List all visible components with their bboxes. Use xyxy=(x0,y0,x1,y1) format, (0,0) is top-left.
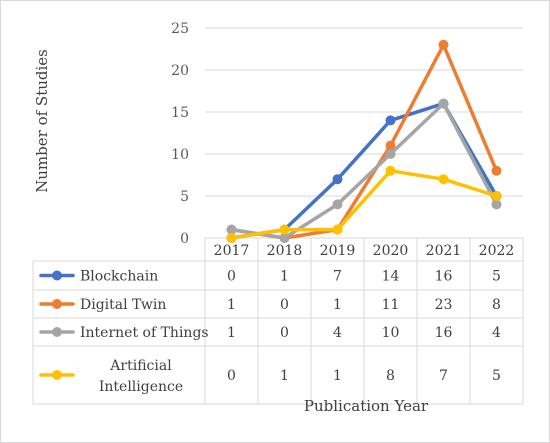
data-point xyxy=(332,224,343,235)
data-cell: 14 xyxy=(382,269,400,285)
category-label: 2018 xyxy=(267,243,303,259)
data-point xyxy=(279,233,290,243)
data-cell: 8 xyxy=(386,368,395,384)
data-point xyxy=(385,149,396,159)
data-cell: 7 xyxy=(439,368,448,384)
data-point xyxy=(279,224,290,235)
y-tick-label: 25 xyxy=(171,21,189,37)
data-cell: 7 xyxy=(333,269,342,285)
data-cell: 16 xyxy=(435,325,453,341)
series-label: Blockchain xyxy=(80,269,158,285)
data-point xyxy=(491,199,502,210)
data-point xyxy=(491,191,502,201)
legend-key-marker xyxy=(52,270,62,281)
data-point xyxy=(438,98,449,109)
data-cell: 1 xyxy=(227,297,236,313)
category-label: 2022 xyxy=(479,243,515,259)
data-point xyxy=(332,174,343,185)
data-cell: 4 xyxy=(333,325,342,341)
data-cell: 5 xyxy=(492,269,501,285)
data-cell: 5 xyxy=(492,368,501,384)
data-point xyxy=(385,165,396,176)
series-label: Internet of Things xyxy=(80,325,209,341)
data-cell: 1 xyxy=(333,297,342,313)
x-axis-title: Publication Year xyxy=(304,397,429,415)
data-cell: 8 xyxy=(492,297,501,313)
series-label: Artificial Intelligence xyxy=(99,358,183,395)
data-cell: 1 xyxy=(227,325,236,341)
data-point xyxy=(226,233,237,243)
series-line xyxy=(229,101,499,240)
data-point xyxy=(491,165,502,176)
data-cell: 1 xyxy=(280,269,289,285)
data-point xyxy=(385,140,396,151)
y-axis-title: Number of Studies xyxy=(33,49,51,193)
y-tick-label: 20 xyxy=(171,63,189,79)
series-line xyxy=(229,169,499,240)
data-cell: 0 xyxy=(280,325,289,341)
series-line xyxy=(229,101,499,240)
data-cell: 11 xyxy=(382,297,400,313)
y-tick-label: 5 xyxy=(180,189,189,205)
y-tick-label: 10 xyxy=(171,147,189,163)
series-label: Digital Twin xyxy=(80,297,166,313)
data-cell: 0 xyxy=(280,297,289,313)
y-tick-label: 15 xyxy=(171,105,189,121)
category-label: 2019 xyxy=(320,243,356,259)
legend-key-marker xyxy=(52,299,62,309)
category-label: 2020 xyxy=(373,243,409,259)
data-point xyxy=(438,174,449,185)
data-cell: 10 xyxy=(382,325,400,341)
data-point xyxy=(385,115,396,126)
category-label: 2021 xyxy=(426,243,462,259)
data-cell: 4 xyxy=(492,325,501,341)
data-cell: 23 xyxy=(435,297,453,313)
data-cell: 0 xyxy=(227,269,236,285)
legend-key-marker xyxy=(52,370,62,380)
y-tick-label: 0 xyxy=(180,231,189,247)
data-point xyxy=(332,199,343,210)
legend-key-marker xyxy=(52,327,62,337)
data-point xyxy=(438,39,449,50)
series-line xyxy=(229,43,499,240)
data-cell: 1 xyxy=(280,368,289,384)
category-label: 2017 xyxy=(214,243,250,259)
data-point xyxy=(226,224,237,235)
data-cell: 0 xyxy=(227,368,236,384)
data-cell: 16 xyxy=(435,269,453,285)
data-cell: 1 xyxy=(333,368,342,384)
